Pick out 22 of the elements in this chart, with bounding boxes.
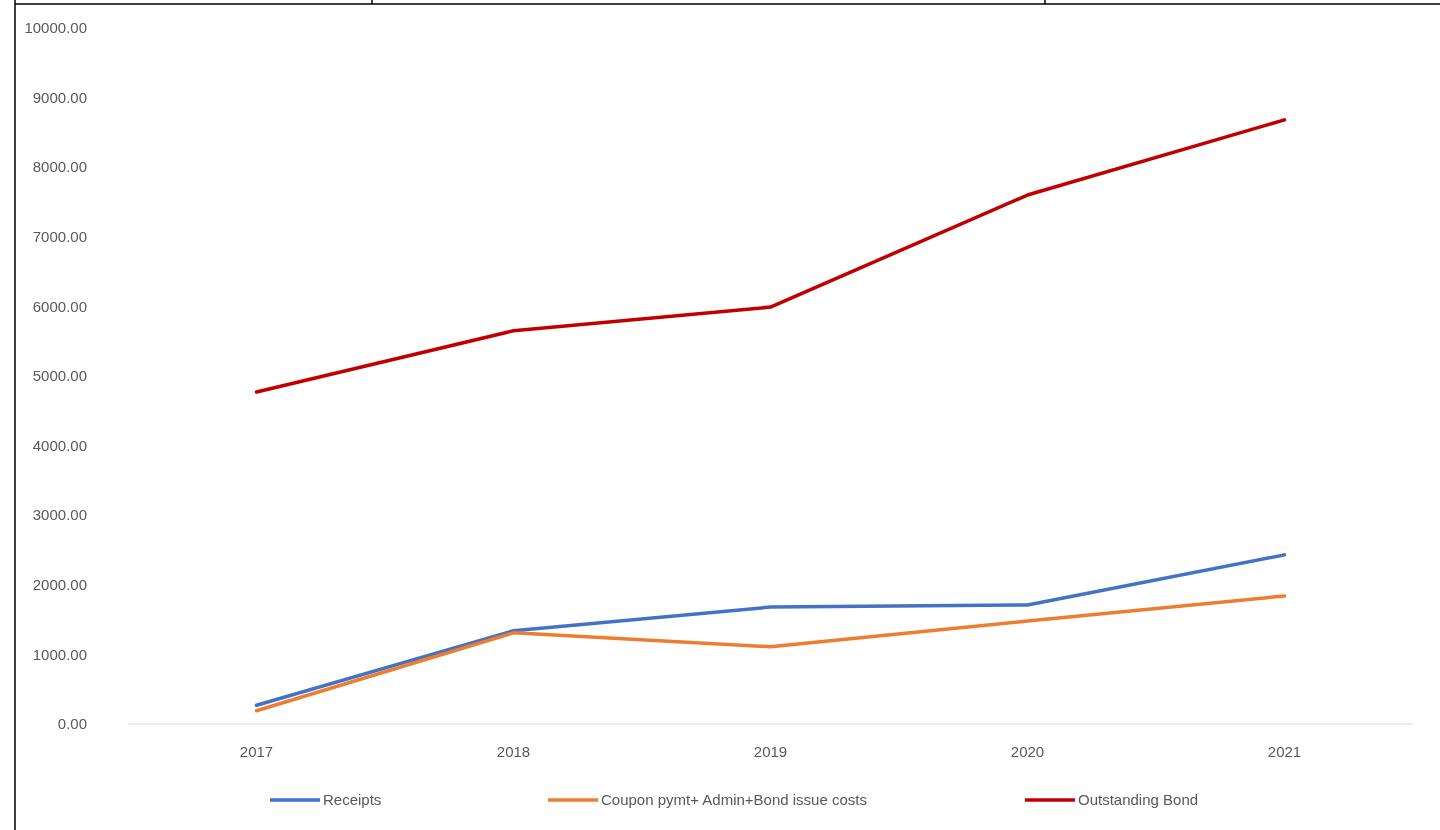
y-tick-label: 6000.00 [32, 297, 87, 315]
legend-label: Receipts [323, 791, 382, 809]
legend-label: Outstanding Bond [1078, 791, 1199, 809]
x-tick-label: 2020 [1010, 743, 1045, 760]
y-tick-label: 1000.00 [32, 645, 87, 663]
y-tick-label: 4000.00 [32, 436, 87, 454]
x-tick-label: 2019 [753, 743, 788, 760]
y-tick-label: 7000.00 [32, 228, 87, 246]
x-tick-label: 2021 [1267, 743, 1302, 760]
line-series [254, 553, 1287, 707]
legend-label: Coupon pymt+ Admin+Bond issue costs [601, 791, 867, 809]
y-tick-label: 0.00 [57, 715, 87, 733]
y-tick-label: 9000.00 [32, 88, 87, 106]
y-tick-label: 8000.00 [32, 158, 87, 176]
x-tick-label: 2017 [239, 743, 274, 760]
line-series [254, 594, 1287, 713]
y-tick-label: 3000.00 [32, 506, 87, 524]
line-series [254, 118, 1287, 394]
x-tick-label: 2018 [496, 743, 531, 760]
y-tick-label: 2000.00 [32, 576, 87, 594]
y-tick-label: 10000.00 [24, 19, 87, 37]
y-tick-label: 5000.00 [32, 367, 87, 385]
